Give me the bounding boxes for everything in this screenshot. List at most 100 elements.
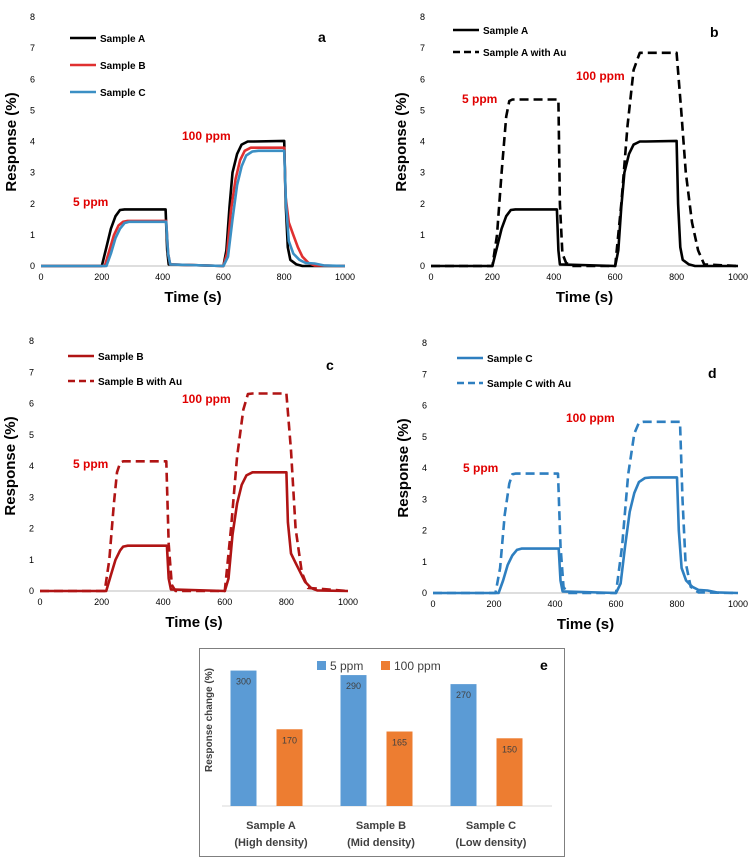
- legend-label: Sample C: [487, 354, 533, 365]
- y-tick-label: 0: [29, 586, 34, 596]
- panel-letter: e: [540, 657, 548, 673]
- x-tick-label: 600: [608, 272, 623, 282]
- x-tick-label: 1000: [728, 599, 748, 609]
- y-tick-label: 8: [422, 338, 427, 348]
- y-tick-label: 5: [422, 432, 427, 442]
- y-tick-label: 7: [29, 367, 34, 377]
- concentration-label: 100 ppm: [182, 392, 231, 406]
- y-tick-label: 2: [29, 524, 34, 534]
- x-tick-label: 800: [279, 597, 294, 607]
- y-tick-label: 8: [29, 336, 34, 346]
- x-tick-label: 200: [94, 597, 109, 607]
- legend-label: 5 ppm: [330, 659, 363, 673]
- category-label: Sample C: [466, 820, 516, 832]
- y-tick-label: 2: [420, 199, 425, 209]
- x-tick-label: 600: [217, 597, 232, 607]
- x-tick-label: 400: [156, 597, 171, 607]
- x-tick-label: 400: [546, 272, 561, 282]
- x-tick-label: 800: [669, 599, 684, 609]
- y-tick-label: 4: [422, 463, 427, 473]
- y-tick-label: 6: [420, 74, 425, 84]
- y-axis-title: Response (%): [395, 418, 412, 517]
- y-axis-title: Response (%): [2, 416, 19, 515]
- legend-swatch: [381, 661, 390, 670]
- bar: [386, 731, 413, 806]
- series-line: [41, 149, 346, 268]
- y-tick-label: 5: [29, 430, 34, 440]
- y-tick-label: 1: [420, 230, 425, 240]
- legend-label: Sample A: [100, 34, 145, 45]
- y-tick-label: 4: [420, 137, 425, 147]
- y-tick-label: 4: [30, 137, 35, 147]
- legend-label: Sample A with Au: [483, 48, 566, 59]
- bar-value-label: 290: [346, 681, 361, 691]
- panel-b: 0 1 2 3 4 5 6 7 8 0 200 400 600 800 1000 Time (s) Respon…: [393, 12, 748, 306]
- y-tick-label: 3: [422, 494, 427, 504]
- x-tick-label: 200: [485, 272, 500, 282]
- y-tick-label: 7: [420, 43, 425, 53]
- y-tick-label: 0: [420, 261, 425, 271]
- y-tick-label: 0: [422, 588, 427, 598]
- series-line: [40, 392, 349, 593]
- panel-e: 300 290 270 170 165 150 Sample A (High density)…: [199, 648, 565, 857]
- concentration-label: 100 ppm: [182, 129, 231, 143]
- y-tick-label: 3: [420, 168, 425, 178]
- legend-label: Sample C with Au: [487, 379, 571, 390]
- bar-value-label: 270: [456, 690, 471, 700]
- bar: [496, 738, 523, 806]
- category-sublabel: (Low density): [456, 837, 527, 849]
- panel-letter: a: [318, 29, 326, 45]
- panel-letter: d: [708, 365, 717, 381]
- category-sublabel: (Mid density): [347, 837, 415, 849]
- panel-c: 0 1 2 3 4 5 6 7 8 0 200 400 600 800 1000 Time (s) Respon…: [2, 336, 358, 631]
- y-tick-label: 4: [29, 461, 34, 471]
- series-line: [433, 476, 739, 595]
- legend-label: Sample B with Au: [98, 377, 182, 388]
- panel-letter: b: [710, 24, 719, 40]
- legend-label: Sample B: [98, 352, 144, 363]
- bar: [450, 684, 477, 806]
- x-tick-label: 1000: [338, 597, 358, 607]
- x-axis-title: Time (s): [165, 614, 222, 631]
- concentration-label: 5 ppm: [462, 92, 497, 106]
- y-tick-label: 5: [30, 105, 35, 115]
- legend-label: Sample B: [100, 61, 146, 72]
- x-tick-label: 400: [547, 599, 562, 609]
- bar-value-label: 300: [236, 677, 251, 687]
- legend-label: Sample A: [483, 26, 528, 37]
- x-tick-label: 0: [430, 599, 435, 609]
- x-tick-label: 1000: [728, 272, 748, 282]
- bar: [230, 670, 257, 806]
- x-axis-title: Time (s): [556, 289, 613, 306]
- y-tick-label: 5: [420, 105, 425, 115]
- concentration-label: 5 ppm: [73, 195, 108, 209]
- bar-value-label: 165: [392, 738, 407, 748]
- series-line: [41, 146, 346, 268]
- x-axis-title: Time (s): [557, 616, 614, 633]
- y-tick-label: 3: [29, 492, 34, 502]
- concentration-label: 100 ppm: [566, 411, 615, 425]
- panel-d: 0 1 2 3 4 5 6 7 8 0 200 400 600 800 1000 Time (s) Respon…: [395, 338, 748, 633]
- x-tick-label: 200: [486, 599, 501, 609]
- x-tick-label: 600: [216, 272, 231, 282]
- x-tick-label: 1000: [335, 272, 355, 282]
- x-tick-label: 800: [669, 272, 684, 282]
- x-tick-label: 0: [428, 272, 433, 282]
- y-tick-label: 6: [30, 74, 35, 84]
- category-sublabel: (High density): [234, 837, 308, 849]
- y-tick-label: 7: [30, 43, 35, 53]
- y-tick-label: 1: [30, 230, 35, 240]
- x-tick-label: 800: [277, 272, 292, 282]
- series-line: [431, 51, 739, 268]
- x-tick-label: 600: [608, 599, 623, 609]
- x-tick-label: 200: [94, 272, 109, 282]
- series-line: [40, 470, 349, 593]
- bar-value-label: 150: [502, 744, 517, 754]
- series-line: [433, 420, 739, 595]
- series-line: [431, 139, 738, 268]
- y-tick-label: 6: [422, 401, 427, 411]
- y-tick-label: 8: [30, 12, 35, 22]
- legend-swatch: [317, 661, 326, 670]
- y-tick-label: 6: [29, 399, 34, 409]
- category-label: Sample A: [246, 820, 296, 832]
